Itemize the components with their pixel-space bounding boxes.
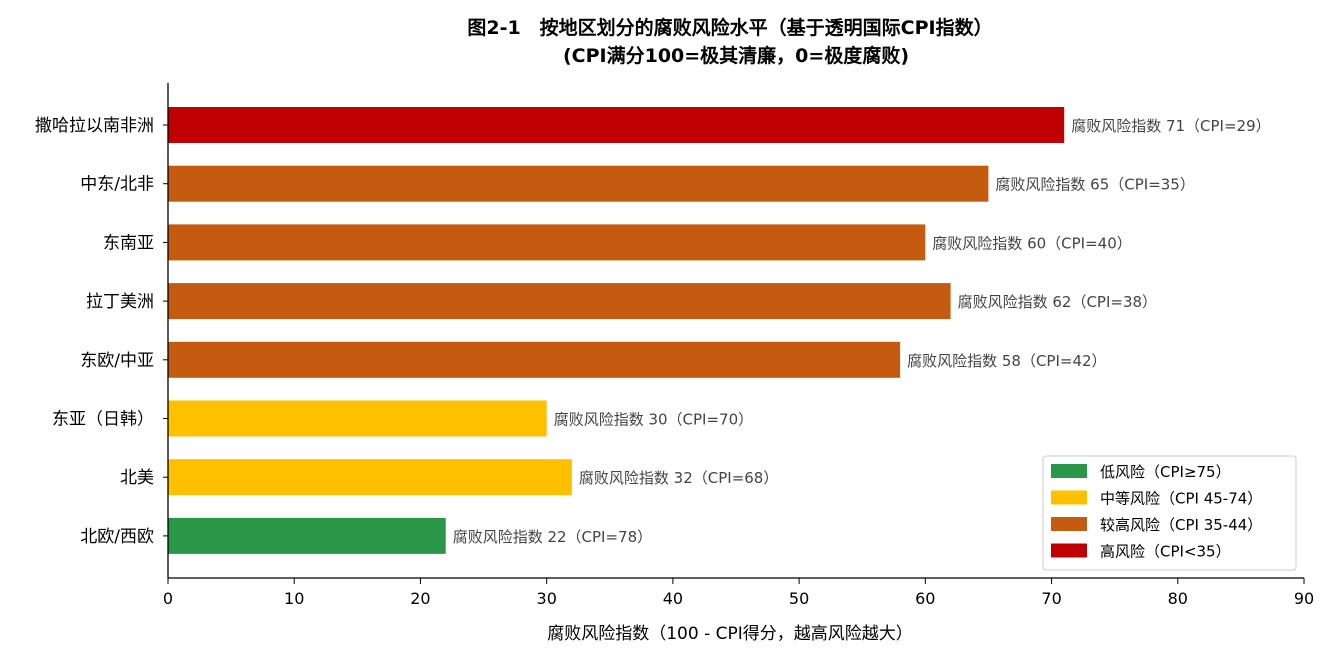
chart-title-line1: 图2-1 按地区划分的腐败风险水平（基于透明国际CPI指数） (467, 16, 992, 39)
y-tick-label-3: 拉丁美洲 (86, 292, 154, 312)
chart-title-line2: (CPI满分100=极其清廉，0=极度腐败) (563, 44, 909, 67)
axes-group: 0 10 20 30 40 50 60 70 80 90 (163, 83, 1314, 608)
legend-swatch-0 (1051, 464, 1087, 478)
bar-1 (168, 165, 989, 202)
x-tick-label-4: 40 (663, 589, 683, 608)
x-axis-title: 腐败风险指数（100 - CPI得分，越高风险越大） (547, 624, 913, 644)
bar-7 (168, 517, 446, 554)
legend-swatch-3 (1051, 543, 1087, 558)
bar-0 (168, 107, 1065, 143)
legend-swatch-2 (1051, 517, 1087, 531)
x-tick-label-9: 90 (1294, 589, 1314, 608)
x-tick-label-6: 60 (915, 589, 935, 608)
y-tick-label-7: 北欧/西欧 (80, 527, 154, 547)
bar-value-label-0: 腐败风险指数 71（CPI=29） (1071, 117, 1270, 135)
bar-5 (168, 400, 547, 437)
legend-box (1042, 455, 1297, 571)
legend-label-0: 低风险（CPI≥75） (1100, 463, 1231, 481)
y-tick-label-0: 撒哈拉以南非洲 (35, 116, 154, 136)
y-tick-label-1: 中东/北非 (80, 175, 154, 195)
bar-value-label-1: 腐败风险指数 65（CPI=35） (995, 176, 1194, 194)
x-tick-label-7: 70 (1041, 589, 1061, 608)
bar-value-label-2: 腐败风险指数 60（CPI=40） (932, 234, 1131, 252)
bar-4 (168, 341, 901, 378)
bar-value-label-6: 腐败风险指数 32（CPI=68） (579, 469, 778, 487)
bar-3 (168, 283, 951, 320)
x-tick-label-2: 20 (410, 589, 430, 608)
x-tick-label-5: 50 (789, 589, 809, 608)
legend-swatch-1 (1051, 490, 1087, 505)
y-tick-label-6: 北美 (120, 468, 154, 488)
y-tick-label-4: 东欧/中亚 (80, 351, 154, 371)
y-tick-label-5: 东亚（日韩） (52, 410, 154, 430)
legend-label-2: 较高风险（CPI 35-44） (1100, 516, 1262, 534)
x-tick-label-1: 10 (284, 589, 304, 608)
bar-value-label-7: 腐败风险指数 22（CPI=78） (453, 528, 652, 546)
bar-6 (168, 459, 572, 496)
bar-value-label-5: 腐败风险指数 30（CPI=70） (554, 411, 753, 429)
bar-value-label-3: 腐败风险指数 62（CPI=38） (958, 293, 1157, 311)
bar-2 (168, 224, 926, 261)
bar-value-label-4: 腐败风险指数 58（CPI=42） (907, 352, 1106, 370)
x-tick-label-0: 0 (163, 589, 173, 608)
x-tick-label-8: 80 (1168, 589, 1188, 608)
x-tick-label-3: 30 (537, 589, 557, 608)
legend-label-3: 高风险（CPI<35） (1100, 543, 1231, 561)
legend: 低风险（CPI≥75） 中等风险（CPI 45-74） 较高风险（CPI 35-44… (1042, 455, 1297, 571)
y-tick-label-2: 东南亚 (103, 233, 154, 253)
legend-label-1: 中等风险（CPI 45-74） (1100, 490, 1262, 508)
